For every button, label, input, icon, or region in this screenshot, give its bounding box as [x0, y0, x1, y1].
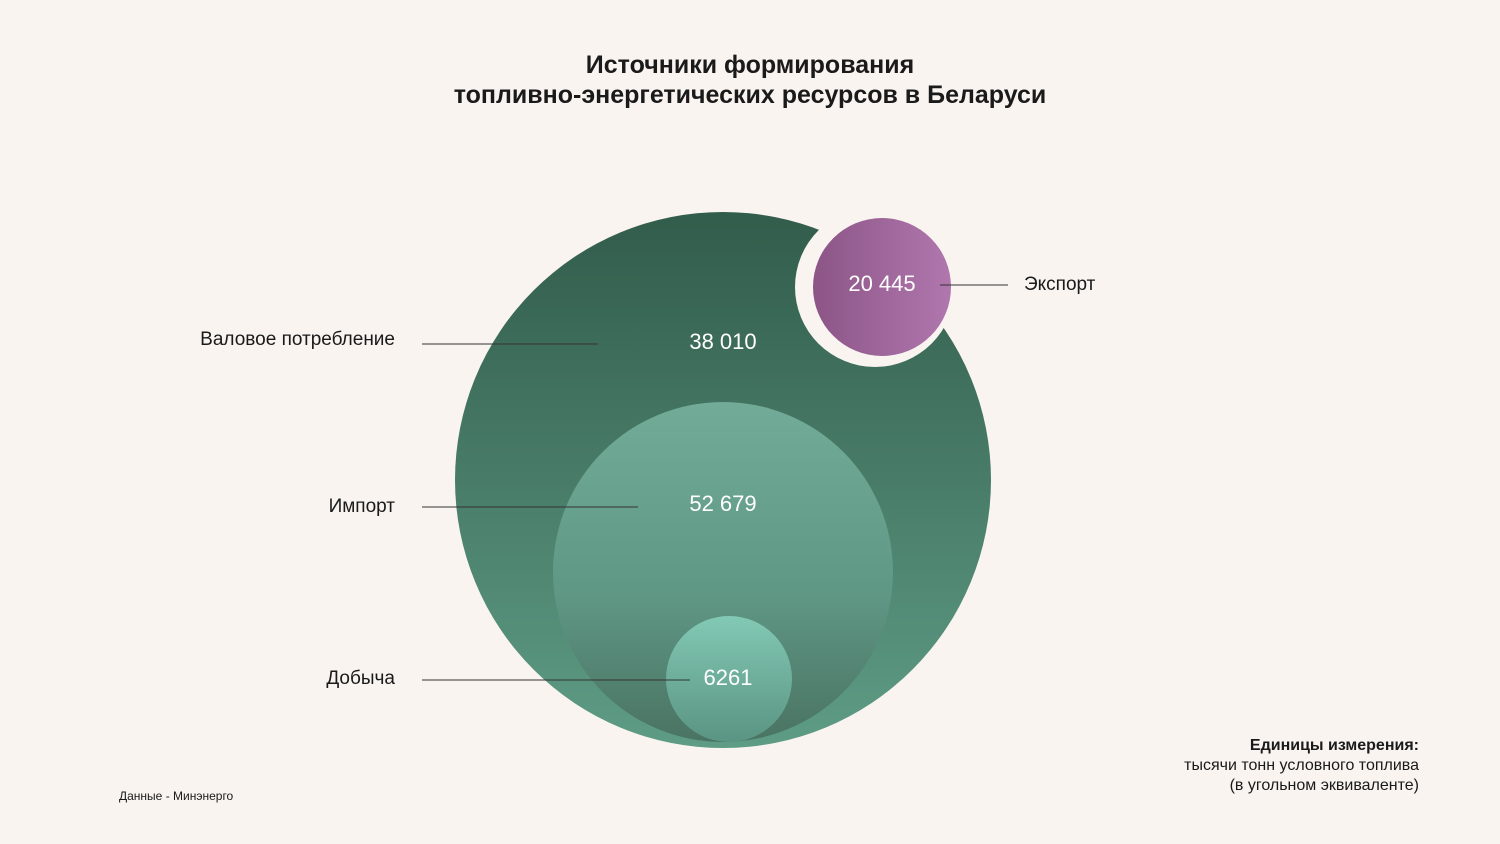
- bubble-export: [813, 218, 951, 356]
- chart-title-line-1: Источники формирования: [585, 51, 915, 79]
- value-gross-consumption: 38 010: [689, 329, 757, 354]
- units-note: Единицы измерения: тысячи тонн условного…: [1184, 736, 1419, 796]
- chart-title-line-2: топливно-энергетических ресурсов в Белар…: [453, 81, 1047, 109]
- value-export: 20 445: [848, 271, 916, 296]
- units-heading: Единицы измерения:: [1249, 737, 1419, 754]
- chart-title: Источники формирования топливно-энергети…: [0, 50, 1500, 110]
- data-source-note: Данные - Минэнерго: [119, 789, 234, 803]
- bubble-extraction: [666, 616, 792, 742]
- value-import: 52 679: [689, 491, 757, 516]
- units-line-2: (в угольном эквиваленте): [1229, 777, 1419, 794]
- label-import: Импорт: [328, 496, 395, 517]
- label-gross-consumption: Валовое потребление: [200, 329, 395, 350]
- label-export: Экспорт: [1024, 274, 1096, 295]
- bubble-import: [553, 402, 893, 742]
- value-extraction: 6261: [703, 665, 753, 690]
- units-line-1: тысячи тонн условного топлива: [1184, 757, 1419, 774]
- label-extraction: Добыча: [326, 668, 395, 689]
